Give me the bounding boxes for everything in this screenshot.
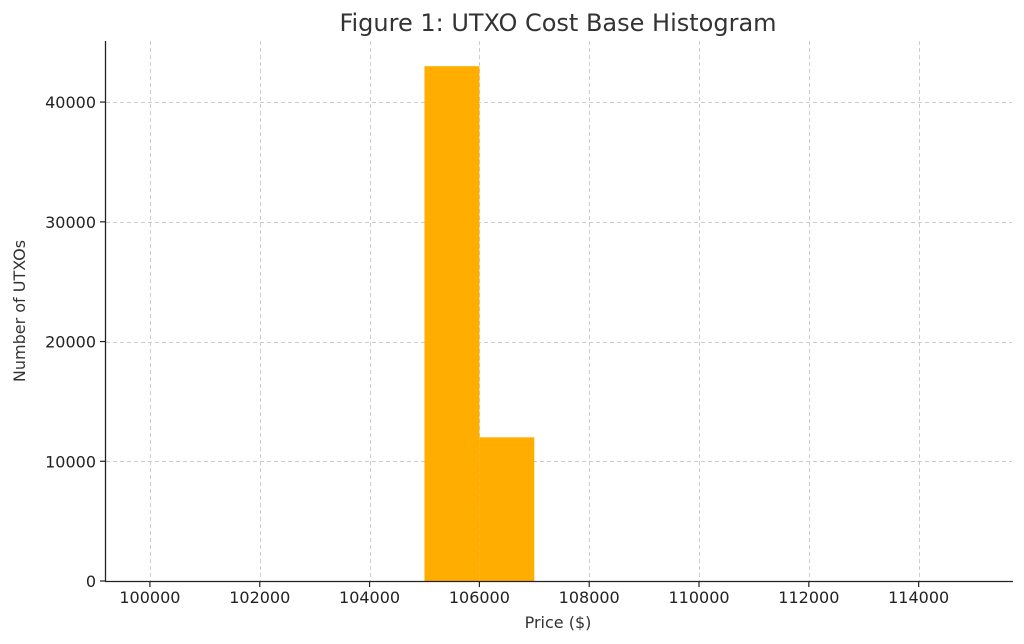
y-tick-label: 40000 [45, 93, 96, 112]
x-tick-label: 112000 [778, 588, 839, 607]
chart-title: Figure 1: UTXO Cost Base Histogram [339, 9, 776, 37]
x-tick-label: 100000 [119, 588, 180, 607]
x-tick-label: 106000 [449, 588, 510, 607]
x-tick-label: 102000 [229, 588, 290, 607]
x-tick-label: 110000 [668, 588, 729, 607]
y-tick-label: 30000 [45, 213, 96, 232]
histogram-bar-1 [479, 437, 535, 581]
bars [424, 66, 535, 582]
histogram-bar-0 [424, 66, 480, 582]
y-tick-label: 10000 [45, 452, 96, 471]
x-tick-label: 114000 [888, 588, 949, 607]
y-tick-label: 20000 [45, 333, 96, 352]
x-tick-label: 104000 [339, 588, 400, 607]
x-axis-label: Price ($) [525, 613, 592, 632]
y-tick-label: 0 [86, 572, 96, 591]
y-axis-label: Number of UTXOs [10, 240, 29, 382]
grid [106, 41, 1012, 581]
x-tick-label: 108000 [559, 588, 620, 607]
ticks: 100000 102000 104000 106000 108000 110000 1120… [45, 93, 949, 607]
